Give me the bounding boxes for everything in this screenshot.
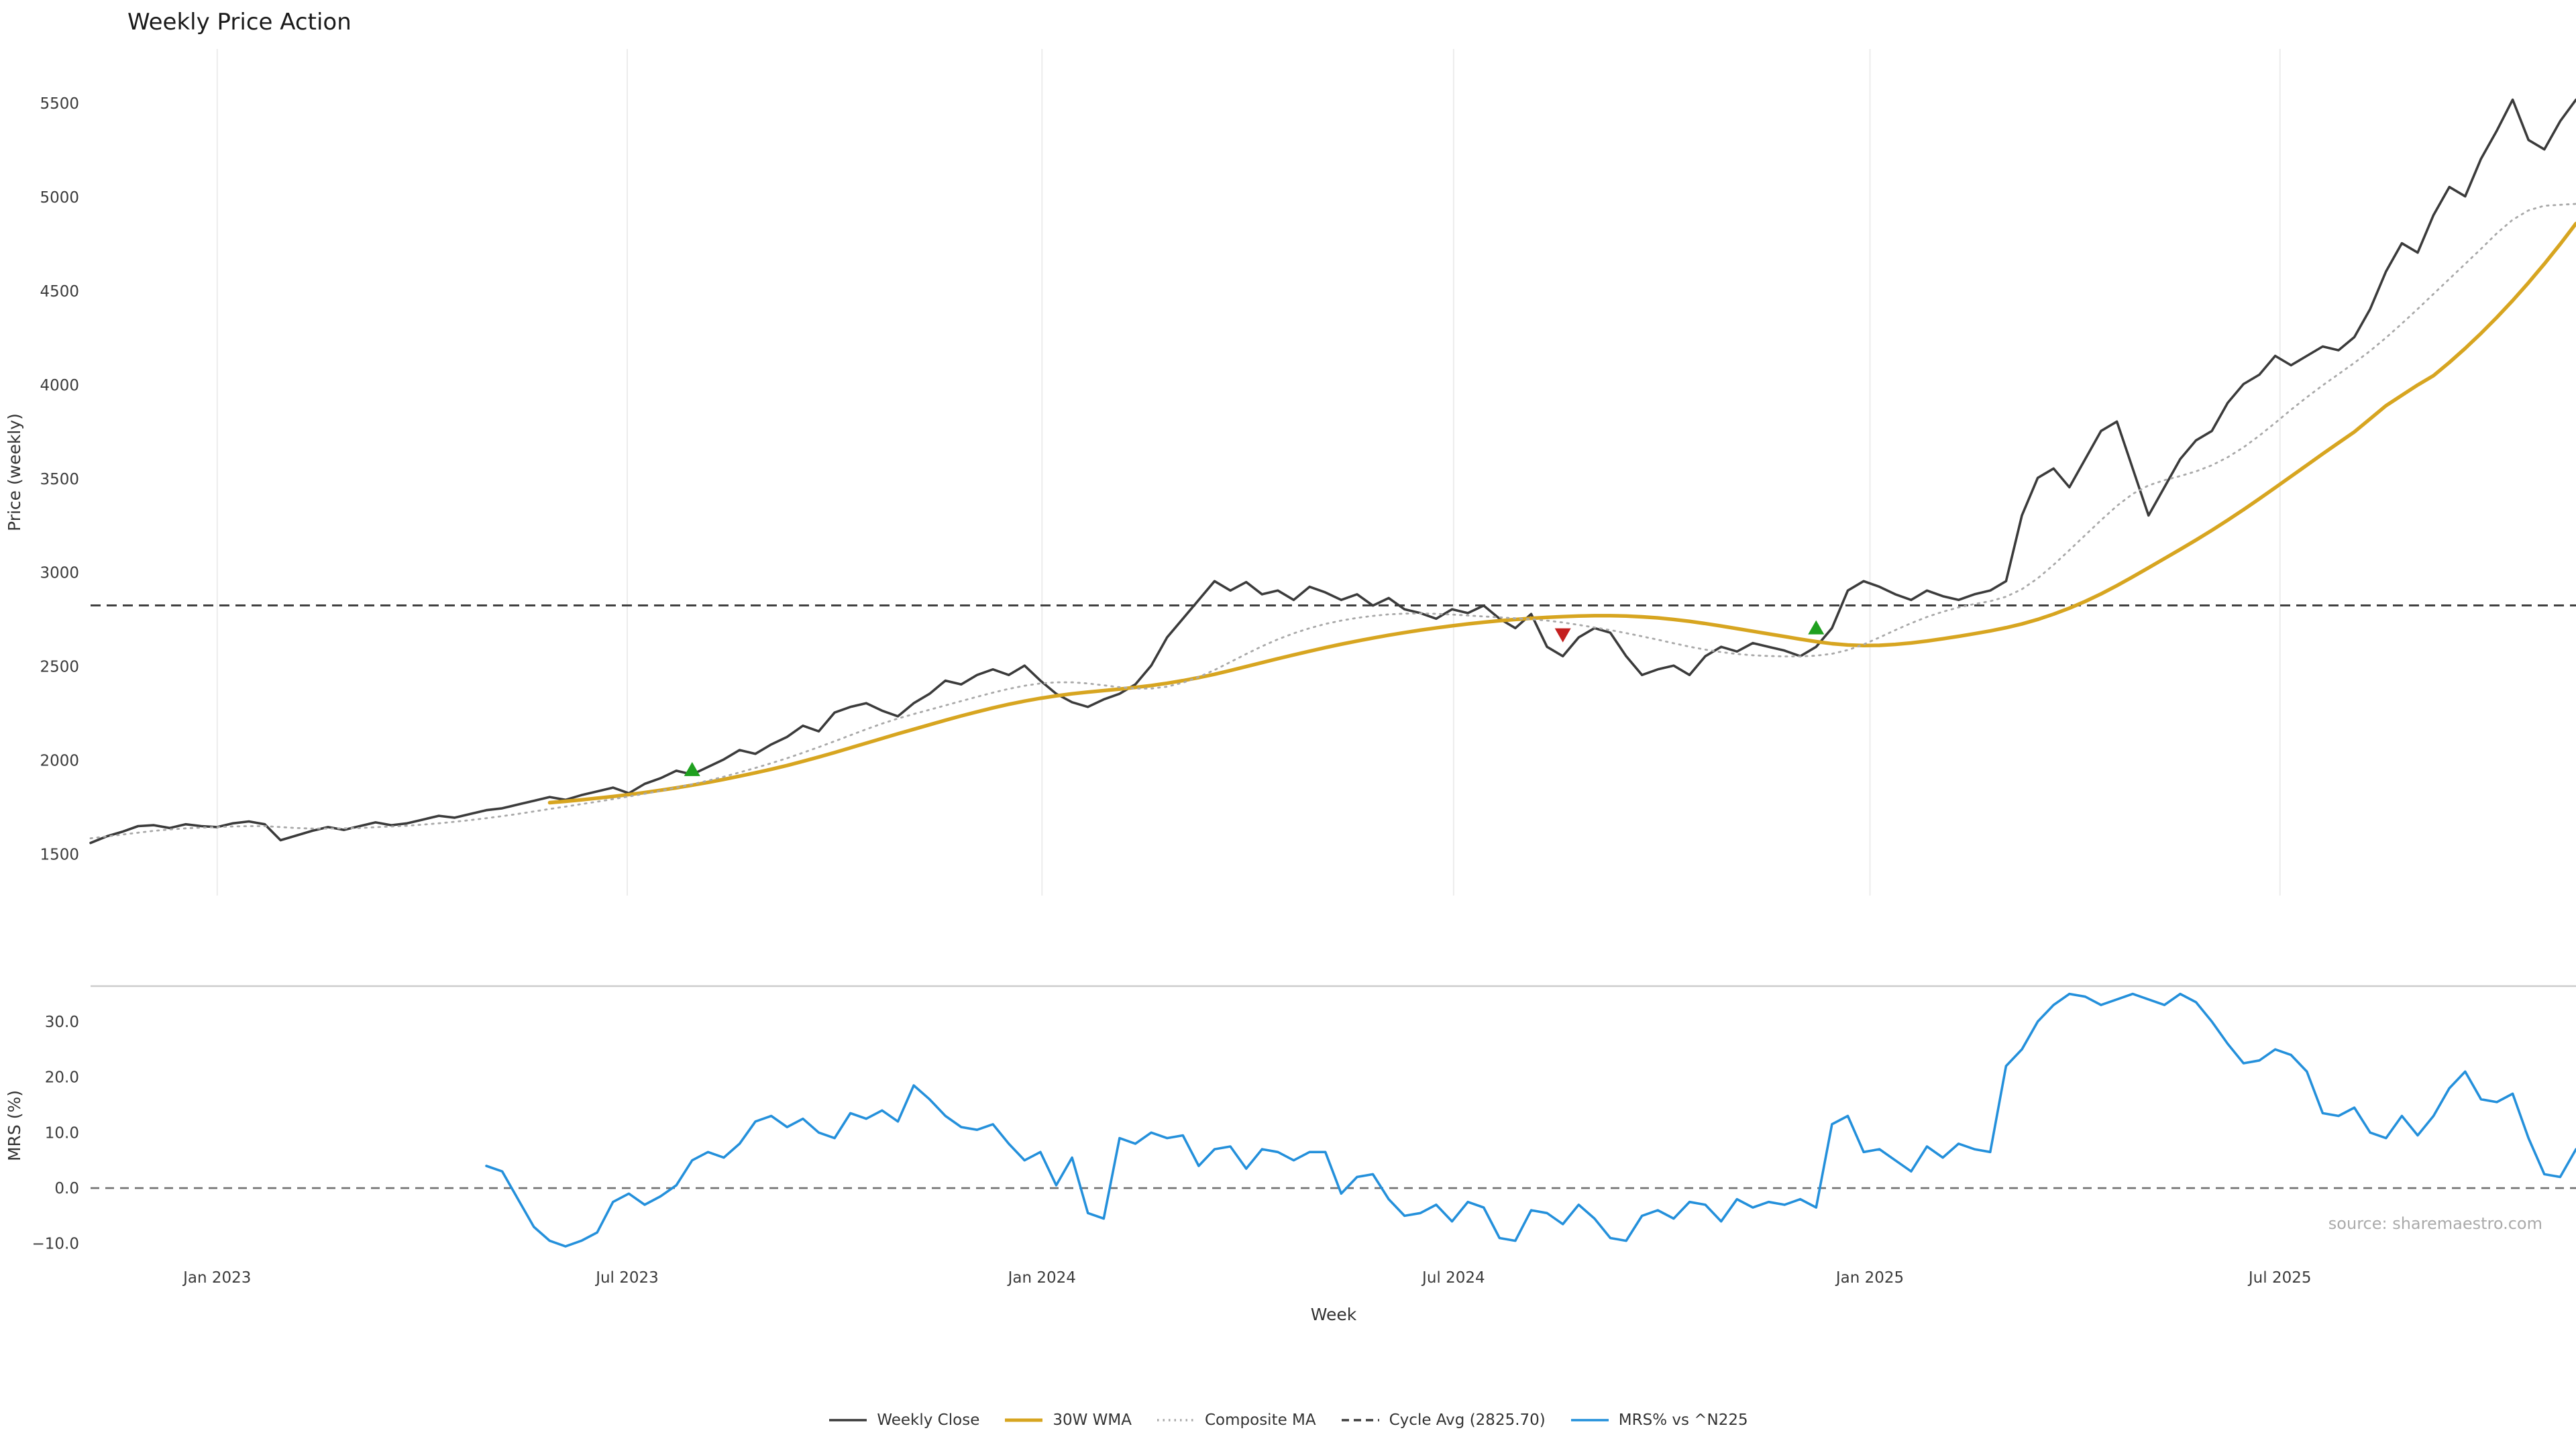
source-watermark: source: sharemaestro.com xyxy=(2328,1214,2542,1233)
x-axis-ticks: Jan 2023 Jul 2023 Jan 2024 Jul 2024 Jan 2025… xyxy=(182,1269,2311,1287)
legend-item-cycle-avg-2825-70-: Cycle Avg (2825.70) xyxy=(1340,1411,1546,1429)
legend-line-sample-icon xyxy=(1005,1418,1043,1422)
legend-label: Weekly Close xyxy=(877,1411,980,1429)
mrs-ytick-label: −10.0 xyxy=(32,1236,79,1253)
x-tick-label: Jan 2023 xyxy=(182,1269,251,1287)
legend-label: MRS% vs ^N225 xyxy=(1618,1411,1748,1429)
series-line-weekly-close xyxy=(89,98,2576,845)
buy-signal-icon xyxy=(1808,620,1825,635)
legend-item-30w-wma: 30W WMA xyxy=(1004,1411,1132,1429)
legend-label: 30W WMA xyxy=(1053,1411,1132,1429)
price-panel: 1500 2000 2500 3000 3500 4000 4500 5000 5500 xyxy=(40,49,2576,896)
x-tick-label: Jul 2023 xyxy=(594,1269,659,1287)
buy-signal-icon xyxy=(684,761,700,776)
series-line-mrs xyxy=(485,992,2576,1248)
mrs-panel: 30.0 20.0 10.0 0.0 −10.0 xyxy=(32,985,2576,1253)
price-ytick-label: 4000 xyxy=(40,377,79,394)
legend-item-weekly-close: Weekly Close xyxy=(828,1411,979,1429)
legend-label: Composite MA xyxy=(1204,1411,1316,1429)
price-ytick-label: 4500 xyxy=(40,283,79,301)
price-ytick-label: 3000 xyxy=(40,565,79,582)
price-ytick-label: 3500 xyxy=(40,471,79,488)
chart-legend: Weekly Close 30W WMA Composite MA Cycle Avg… xyxy=(0,1411,2576,1429)
mrs-axis-title: MRS (%) xyxy=(5,1090,24,1161)
legend-line-sample-icon xyxy=(829,1419,867,1421)
price-ytick-label: 2000 xyxy=(40,753,79,770)
series-line-30w-wma xyxy=(547,221,2576,805)
price-ytick-label: 2500 xyxy=(40,659,79,676)
series-line-composite-ma xyxy=(89,203,2576,840)
price-axis-title: Price (weekly) xyxy=(5,413,24,531)
x-tick-label: Jan 2025 xyxy=(1835,1269,1904,1287)
legend-label: Cycle Avg (2825.70) xyxy=(1389,1411,1546,1429)
price-ytick-label: 1500 xyxy=(40,846,79,863)
legend-line-sample-icon xyxy=(1570,1419,1609,1421)
legend-item-composite-ma: Composite MA xyxy=(1156,1411,1316,1429)
mrs-ytick-label: 20.0 xyxy=(45,1069,79,1087)
price-ytick-label: 5000 xyxy=(40,189,79,207)
x-tick-label: Jul 2024 xyxy=(1421,1269,1485,1287)
legend-line-sample-icon xyxy=(1341,1419,1379,1421)
mrs-ytick-label: 30.0 xyxy=(45,1014,79,1031)
mrs-ytick-label: 10.0 xyxy=(45,1124,79,1142)
sell-signal-icon xyxy=(1554,628,1571,643)
legend-line-sample-icon xyxy=(1157,1419,1195,1421)
page-title: Weekly Price Action xyxy=(127,9,352,36)
mrs-ytick-label: 0.0 xyxy=(54,1180,79,1197)
x-tick-label: Jul 2025 xyxy=(2247,1269,2312,1287)
legend-item-mrs-vs-n225: MRS% vs ^N225 xyxy=(1570,1411,1748,1429)
x-tick-label: Jan 2024 xyxy=(1007,1269,1076,1287)
price-ytick-label: 5500 xyxy=(40,95,79,113)
x-axis-title: Week xyxy=(1311,1305,1357,1324)
